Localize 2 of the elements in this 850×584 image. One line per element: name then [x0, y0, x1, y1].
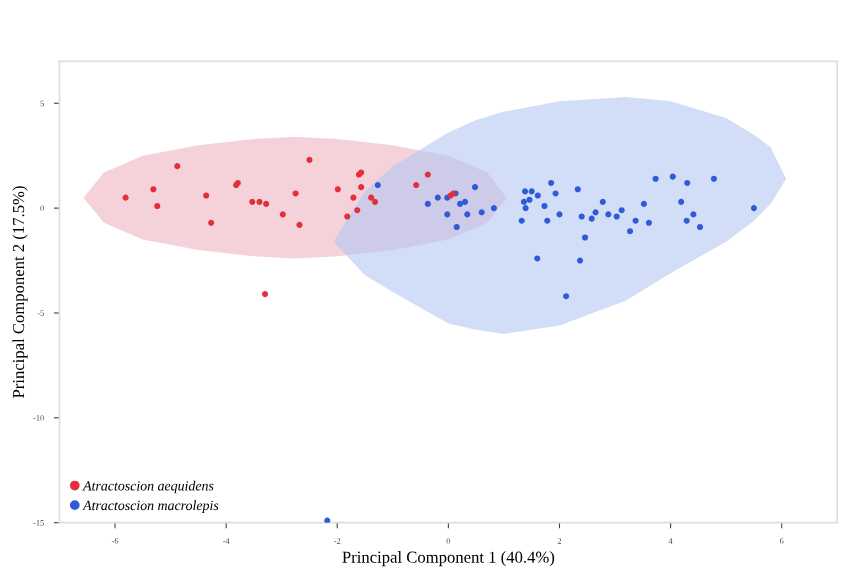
y-axis-title: Principal Component 2 (17.5%) [12, 186, 28, 398]
x-axis-title: Principal Component 1 (40.4%) [342, 551, 555, 567]
